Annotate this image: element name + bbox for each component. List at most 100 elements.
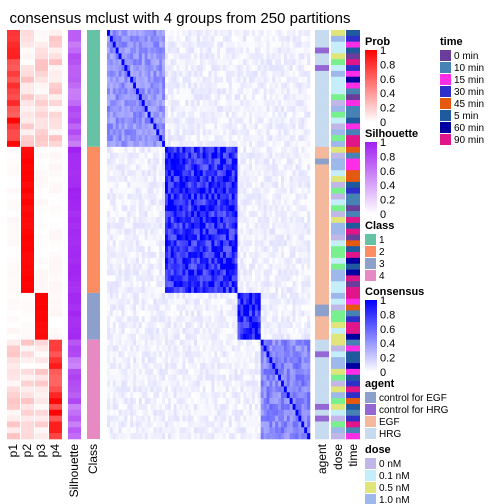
consensus-cell	[191, 275, 195, 282]
consensus-cell	[237, 30, 241, 37]
consensus-cell	[144, 252, 148, 259]
consensus-cell	[112, 47, 116, 54]
consensus-cell	[228, 170, 232, 177]
consensus-cell	[269, 252, 273, 259]
consensus-cell	[107, 409, 111, 416]
consensus-cell	[278, 269, 282, 276]
consensus-cell	[237, 363, 241, 370]
consensus-cell	[263, 176, 267, 183]
consensus-cell	[191, 53, 195, 60]
consensus-cell	[124, 327, 128, 335]
consensus-cell	[147, 398, 151, 405]
consensus-cell	[199, 322, 203, 329]
consensus-cell	[153, 117, 157, 124]
consensus-cell	[179, 152, 183, 159]
consensus-cell	[205, 35, 209, 42]
consensus-cell	[237, 187, 241, 194]
consensus-cell	[167, 374, 172, 381]
consensus-cell	[298, 187, 302, 194]
consensus-cell	[272, 287, 276, 294]
consensus-cell	[234, 252, 238, 259]
consensus-cell	[194, 322, 198, 329]
consensus-cell	[304, 193, 308, 200]
consensus-cell	[301, 30, 305, 37]
consensus-cell	[191, 94, 195, 101]
consensus-cell	[173, 82, 177, 89]
consensus-cell	[179, 403, 183, 411]
consensus-cell	[295, 47, 299, 54]
consensus-cell	[159, 257, 163, 265]
consensus-cell	[196, 339, 201, 346]
consensus-cell	[147, 222, 151, 229]
consensus-cell	[246, 216, 250, 224]
consensus-cell	[188, 105, 192, 113]
consensus-cell	[194, 216, 198, 224]
consensus-cell	[275, 322, 279, 329]
consensus-cell	[159, 234, 163, 241]
consensus-cell	[234, 222, 238, 229]
consensus-cell	[254, 392, 259, 399]
consensus-cell	[182, 257, 186, 265]
consensus-cell	[115, 304, 119, 311]
prob-cell	[7, 152, 20, 159]
consensus-cell	[286, 292, 290, 300]
consensus-cell	[179, 187, 183, 194]
consensus-cell	[179, 363, 183, 370]
consensus-cell	[121, 234, 125, 241]
consensus-cell	[150, 327, 154, 335]
consensus-cell	[182, 380, 186, 387]
consensus-cell	[252, 327, 256, 335]
prob-cell	[49, 327, 62, 335]
consensus-cell	[289, 41, 293, 48]
consensus-cell	[205, 386, 209, 393]
consensus-cell	[275, 76, 279, 83]
silhouette-cell	[68, 368, 81, 376]
consensus-cell	[118, 146, 122, 153]
consensus-cell	[133, 292, 137, 300]
consensus-cell	[107, 257, 111, 265]
consensus-cell	[278, 170, 282, 177]
consensus-cell	[144, 82, 148, 89]
consensus-cell	[246, 205, 250, 212]
consensus-cell	[208, 70, 212, 78]
consensus-cell	[194, 164, 198, 171]
consensus-cell	[141, 339, 145, 346]
consensus-cell	[214, 181, 218, 189]
consensus-cell	[170, 310, 174, 317]
consensus-cell	[252, 263, 256, 270]
consensus-cell	[266, 164, 270, 171]
consensus-cell	[214, 368, 218, 376]
consensus-cell	[185, 304, 189, 311]
consensus-cell	[115, 263, 119, 270]
consensus-cell	[138, 181, 143, 189]
consensus-cell	[260, 181, 264, 189]
consensus-cell	[263, 216, 267, 224]
consensus-cell	[301, 345, 305, 352]
silhouette-cell	[68, 316, 81, 323]
consensus-cell	[220, 304, 224, 311]
consensus-cell	[266, 228, 270, 235]
consensus-cell	[107, 403, 111, 411]
consensus-cell	[179, 170, 183, 177]
consensus-cell	[115, 386, 119, 393]
consensus-cell	[107, 100, 111, 107]
consensus-cell	[252, 65, 256, 72]
consensus-cell	[118, 298, 122, 305]
consensus-cell	[275, 240, 279, 247]
consensus-cell	[208, 380, 212, 387]
consensus-cell	[127, 59, 131, 66]
consensus-cell	[167, 257, 172, 265]
consensus-cell	[266, 257, 270, 265]
consensus-cell	[185, 135, 189, 142]
consensus-cell	[173, 339, 177, 346]
consensus-cell	[127, 368, 131, 376]
consensus-cell	[228, 59, 232, 66]
consensus-cell	[278, 386, 282, 393]
consensus-cell	[107, 123, 111, 130]
consensus-cell	[162, 94, 166, 101]
consensus-cell	[283, 100, 288, 107]
consensus-cell	[109, 240, 114, 247]
consensus-cell	[249, 403, 253, 411]
consensus-cell	[307, 181, 311, 189]
consensus-cell	[109, 415, 114, 422]
